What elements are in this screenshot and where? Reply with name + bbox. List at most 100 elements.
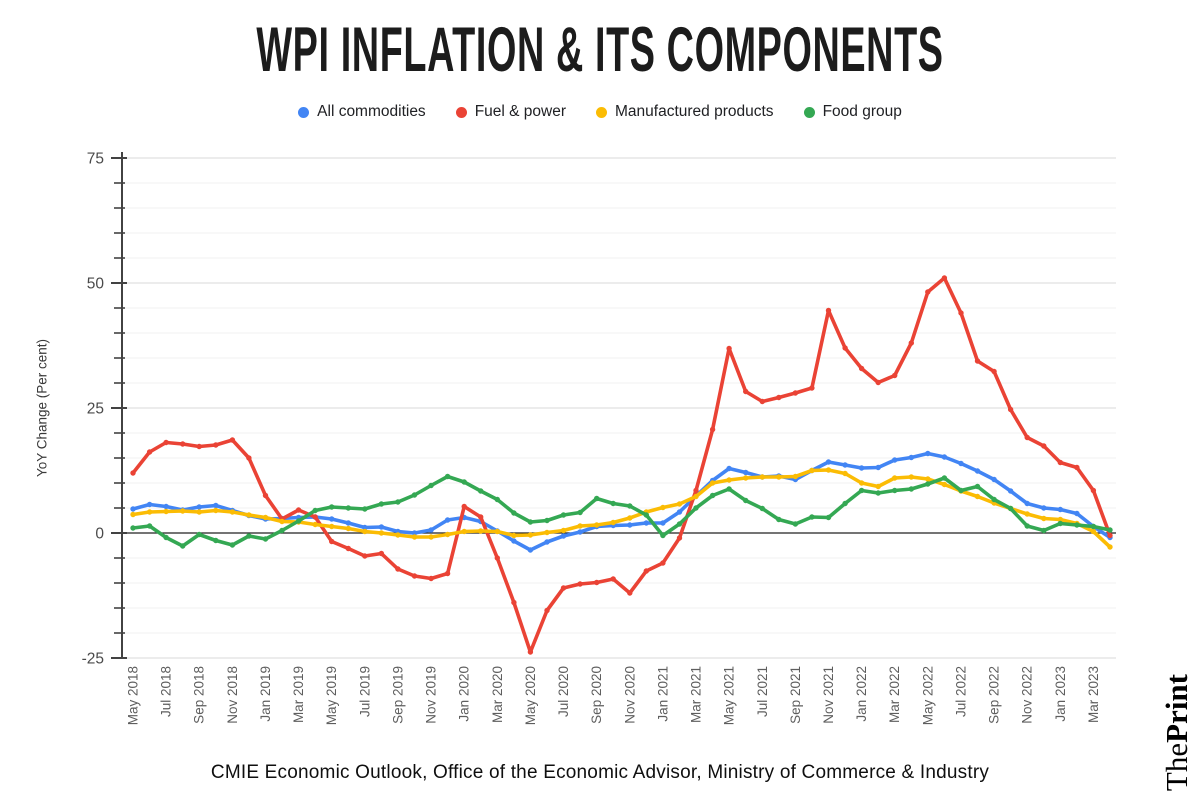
data-point <box>743 497 749 504</box>
data-point <box>1057 520 1064 527</box>
data-point <box>825 307 832 314</box>
data-point <box>544 529 550 536</box>
data-point <box>527 519 534 525</box>
data-point <box>262 536 269 542</box>
data-point <box>759 474 765 480</box>
data-point <box>295 518 302 524</box>
data-point <box>693 505 699 511</box>
data-point <box>925 450 931 457</box>
data-point <box>295 507 302 513</box>
data-point <box>627 590 633 596</box>
data-point <box>511 532 517 539</box>
data-point <box>444 570 451 577</box>
data-point <box>991 368 997 375</box>
data-point <box>279 518 285 525</box>
data-point <box>809 514 815 520</box>
data-point <box>478 514 484 520</box>
data-point <box>527 649 534 655</box>
x-tick-label: Jul 2022 <box>953 666 968 717</box>
data-point <box>395 532 401 538</box>
data-point <box>660 560 666 566</box>
data-point <box>594 495 600 502</box>
data-point <box>511 510 517 516</box>
data-point <box>892 457 898 463</box>
y-tick-labels: 75 50 25 0 -25 <box>82 151 105 668</box>
data-point <box>312 507 318 514</box>
data-point <box>726 345 732 352</box>
data-point <box>213 537 219 544</box>
data-point <box>627 503 633 509</box>
x-tick-label: Jan 2023 <box>1053 666 1068 722</box>
data-point <box>726 486 732 492</box>
data-point <box>809 467 815 474</box>
data-point <box>1057 506 1064 513</box>
data-point <box>693 487 699 494</box>
data-point <box>196 443 202 450</box>
data-point <box>411 534 418 540</box>
series-line-fuel-power <box>131 276 1112 654</box>
data-point <box>196 509 202 515</box>
data-point <box>660 520 666 526</box>
x-tick-label: May 2018 <box>126 666 141 725</box>
data-point <box>345 505 351 511</box>
data-point <box>428 527 434 533</box>
x-tick-label: Jan 2021 <box>655 666 670 722</box>
data-point <box>560 527 567 534</box>
data-point <box>1074 510 1080 517</box>
data-point <box>858 480 865 486</box>
data-point <box>776 474 782 480</box>
data-point <box>974 358 981 364</box>
data-point <box>411 573 418 579</box>
data-point <box>676 501 683 507</box>
data-point <box>1107 544 1113 550</box>
theprint-logo: ThePrint <box>1159 673 1194 791</box>
data-point <box>941 481 948 488</box>
data-point <box>743 388 749 395</box>
data-point <box>660 532 666 539</box>
data-point <box>743 469 749 476</box>
data-point <box>974 483 981 490</box>
x-tick-label: Sep 2018 <box>192 666 207 724</box>
data-point <box>875 483 881 490</box>
data-point <box>246 533 252 539</box>
series-all-commodities <box>130 450 1113 553</box>
data-point <box>1007 505 1014 512</box>
data-point <box>329 516 335 522</box>
data-point <box>1041 515 1047 522</box>
data-point <box>180 508 186 514</box>
data-point <box>130 511 136 518</box>
data-point <box>329 504 335 510</box>
data-point <box>858 465 865 471</box>
data-point <box>842 345 848 351</box>
data-point <box>809 385 815 391</box>
data-point <box>908 486 914 492</box>
chart-legend: All commodities Fuel & power Manufactured … <box>0 103 1200 121</box>
data-point <box>709 492 716 499</box>
data-point <box>1024 523 1030 529</box>
data-point <box>213 442 219 448</box>
data-point <box>312 514 318 520</box>
data-point <box>726 477 732 483</box>
data-point <box>345 525 351 532</box>
data-point <box>1007 488 1014 494</box>
data-point <box>345 520 351 526</box>
logo-print: Print <box>1159 673 1194 743</box>
data-point <box>908 340 914 346</box>
x-tick-label: Nov 2021 <box>821 666 836 724</box>
data-point <box>792 473 799 480</box>
x-tick-label: Nov 2020 <box>622 666 637 724</box>
data-point <box>229 542 236 548</box>
data-point <box>974 468 981 474</box>
x-tick-label: Mar 2023 <box>1086 666 1101 723</box>
data-point <box>511 538 517 544</box>
series-fuel-power <box>130 275 1113 655</box>
data-point <box>974 493 981 500</box>
legend-item-all-commodities: All commodities <box>298 103 426 121</box>
data-point <box>825 467 832 473</box>
y-axis <box>111 152 127 659</box>
data-point <box>776 516 782 523</box>
data-point <box>395 499 401 505</box>
data-point <box>229 437 236 443</box>
data-point <box>858 487 865 494</box>
legend-item-food-group: Food group <box>803 103 902 121</box>
